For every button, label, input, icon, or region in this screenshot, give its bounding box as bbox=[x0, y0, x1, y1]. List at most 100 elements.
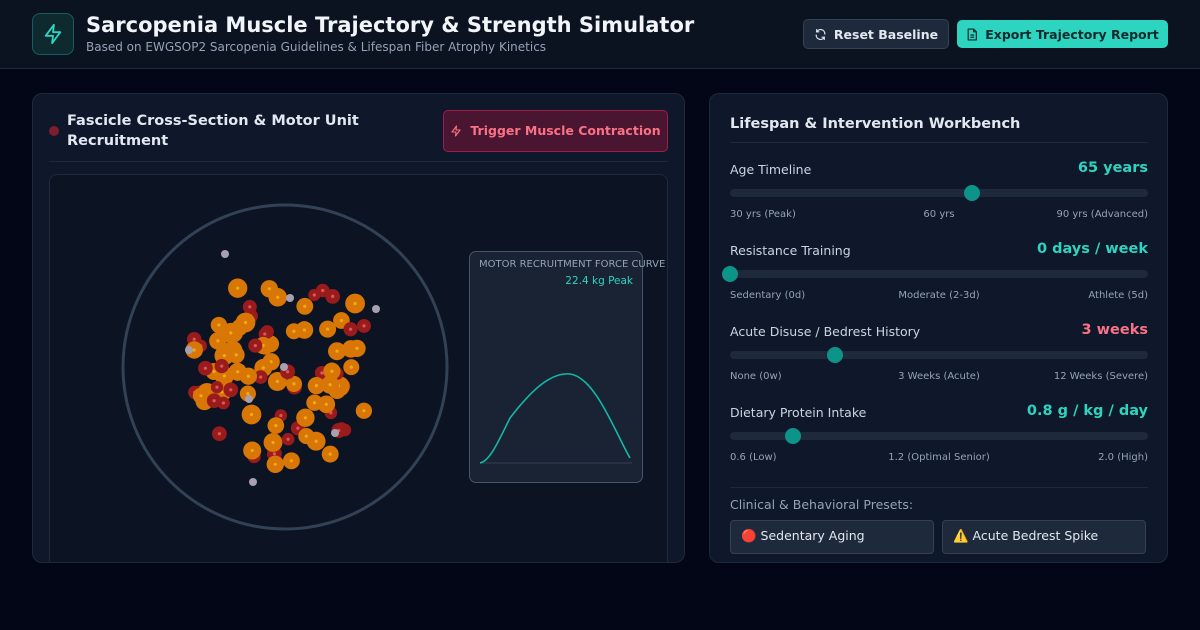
fascicle-cross-section bbox=[121, 203, 449, 531]
protein-intake-slider[interactable] bbox=[730, 428, 1148, 444]
fiber-nucleus bbox=[330, 369, 334, 373]
fiber-nucleus bbox=[220, 364, 224, 368]
fiber-nucleus bbox=[263, 332, 267, 336]
slider-tick: 1.2 (Optimal Senior) bbox=[888, 452, 990, 463]
slider-tick: None (0w) bbox=[730, 371, 782, 382]
fiber-nucleus bbox=[279, 413, 283, 418]
fiber-nucleus bbox=[324, 402, 328, 406]
force-curve-label: MOTOR RECRUITMENT FORCE CURVE bbox=[479, 259, 666, 270]
divider bbox=[730, 487, 1148, 488]
disuse-history-value: 3 weeks bbox=[1081, 322, 1148, 338]
app-header: Sarcopenia Muscle Trajectory & Strength … bbox=[0, 0, 1200, 69]
app-subtitle: Based on EWGSOP2 Sarcopenia Guidelines &… bbox=[86, 40, 547, 54]
fiber-nucleus bbox=[328, 383, 332, 387]
fiber-nucleus bbox=[229, 331, 233, 335]
force-curve-line bbox=[479, 373, 631, 464]
fat-droplet bbox=[245, 395, 253, 403]
fiber-nucleus bbox=[236, 370, 240, 374]
fat-droplet bbox=[249, 478, 257, 486]
fiber-nucleus bbox=[203, 366, 207, 370]
protein-intake-value: 0.8 g / kg / day bbox=[1026, 403, 1148, 419]
fascicle-boundary bbox=[121, 203, 449, 531]
fiber-nucleus bbox=[303, 416, 307, 420]
export-report-label: Export Trajectory Report bbox=[985, 26, 1159, 42]
fiber-nucleus bbox=[221, 401, 225, 405]
trigger-contraction-button[interactable]: Trigger Muscle Contraction bbox=[443, 110, 668, 152]
preset-acute-bedrest-button[interactable]: ⚠️ Acute Bedrest Spike bbox=[942, 520, 1146, 554]
slider-tick: 60 yrs bbox=[923, 209, 955, 220]
fiber-nucleus bbox=[326, 327, 330, 331]
disuse-history-slider-group: Acute Disuse / Bedrest History 3 weeks N… bbox=[730, 322, 1148, 394]
resistance-training-slider[interactable] bbox=[722, 266, 1148, 282]
fiber-nucleus bbox=[314, 439, 318, 443]
fiber-nucleus bbox=[302, 328, 306, 332]
preset-sedentary-aging-button[interactable]: 🔴 Sedentary Aging bbox=[730, 520, 934, 554]
presets-label: Clinical & Behavioral Presets: bbox=[730, 497, 914, 512]
fiber-nucleus bbox=[362, 409, 366, 413]
fiber-nucleus bbox=[234, 353, 238, 357]
fiber-nucleus bbox=[328, 452, 332, 456]
fiber-nucleus bbox=[335, 349, 339, 353]
fiber-nucleus bbox=[320, 371, 324, 375]
reset-baseline-label: Reset Baseline bbox=[833, 26, 939, 42]
fiber-nucleus bbox=[286, 437, 290, 441]
fiber-nucleus bbox=[272, 452, 276, 456]
fiber-nucleus bbox=[236, 286, 240, 290]
fiber-nucleus bbox=[286, 370, 290, 374]
resistance-training-thumb[interactable] bbox=[722, 266, 738, 282]
app-title: Sarcopenia Muscle Trajectory & Strength … bbox=[86, 13, 695, 37]
resistance-training-label: Resistance Training bbox=[730, 243, 851, 258]
age-timeline-thumb[interactable] bbox=[964, 185, 981, 201]
protein-intake-label: Dietary Protein Intake bbox=[730, 405, 867, 420]
fiber-nucleus bbox=[273, 462, 277, 466]
fiber-nucleus bbox=[276, 295, 280, 299]
slider-tick: Moderate (2-3d) bbox=[898, 290, 980, 301]
fiber-nucleus bbox=[222, 354, 226, 358]
age-timeline-slider-group: Age Timeline 65 years 30 yrs (Peak) 60 y… bbox=[730, 160, 1148, 232]
fiber-nucleus bbox=[192, 337, 196, 341]
fiber-nucleus bbox=[267, 287, 271, 291]
protein-intake-thumb[interactable] bbox=[784, 428, 801, 444]
fiber-nucleus bbox=[314, 384, 318, 388]
fiber-nucleus bbox=[312, 293, 316, 297]
disuse-history-label: Acute Disuse / Bedrest History bbox=[730, 324, 921, 339]
logo bbox=[32, 13, 74, 55]
fiber-nucleus bbox=[349, 365, 353, 369]
fiber-nucleus bbox=[353, 301, 357, 306]
fiber-nucleus bbox=[248, 305, 252, 309]
fiber-nucleus bbox=[349, 327, 353, 331]
fiber-nucleus bbox=[222, 374, 226, 378]
fiber-nucleus bbox=[217, 432, 221, 436]
fiber-nucleus bbox=[259, 375, 263, 379]
fat-droplet bbox=[185, 346, 193, 354]
fiber-nucleus bbox=[289, 459, 293, 463]
age-timeline-label: Age Timeline bbox=[730, 162, 812, 177]
file-icon bbox=[967, 27, 978, 41]
slider-tick: Athlete (5d) bbox=[1088, 290, 1148, 301]
fiber-nucleus bbox=[253, 344, 257, 348]
slider-tick: 3 Weeks (Acute) bbox=[898, 371, 980, 382]
fiber-nucleus bbox=[271, 440, 275, 445]
fiber-nucleus bbox=[339, 318, 343, 323]
age-timeline-slider[interactable] bbox=[730, 185, 1148, 201]
fat-droplet bbox=[331, 429, 339, 437]
lightning-icon bbox=[451, 125, 461, 137]
fiber-nucleus bbox=[229, 388, 233, 392]
disuse-history-slider[interactable] bbox=[730, 347, 1148, 363]
fiber-nucleus bbox=[261, 366, 265, 370]
workbench-title: Lifespan & Intervention Workbench bbox=[730, 116, 1021, 132]
fiber-nucleus bbox=[296, 426, 300, 430]
protein-intake-slider-group: Dietary Protein Intake 0.8 g / kg / day … bbox=[730, 403, 1148, 475]
export-report-button[interactable]: Export Trajectory Report bbox=[957, 20, 1168, 48]
slider-tick: 0.6 (Low) bbox=[730, 452, 777, 463]
fiber-nucleus bbox=[304, 434, 308, 438]
fat-droplet bbox=[286, 294, 294, 302]
fascicle-panel-title: Fascicle Cross-Section & Motor Unit Recr… bbox=[67, 113, 359, 149]
fiber-nucleus bbox=[331, 294, 335, 298]
disuse-history-thumb[interactable] bbox=[826, 347, 843, 363]
fiber-nucleus bbox=[212, 399, 216, 403]
resistance-training-value: 0 days / week bbox=[1036, 241, 1148, 257]
fiber-nucleus bbox=[246, 392, 250, 396]
reset-baseline-button[interactable]: Reset Baseline bbox=[803, 19, 949, 49]
fiber-nucleus bbox=[243, 320, 248, 325]
